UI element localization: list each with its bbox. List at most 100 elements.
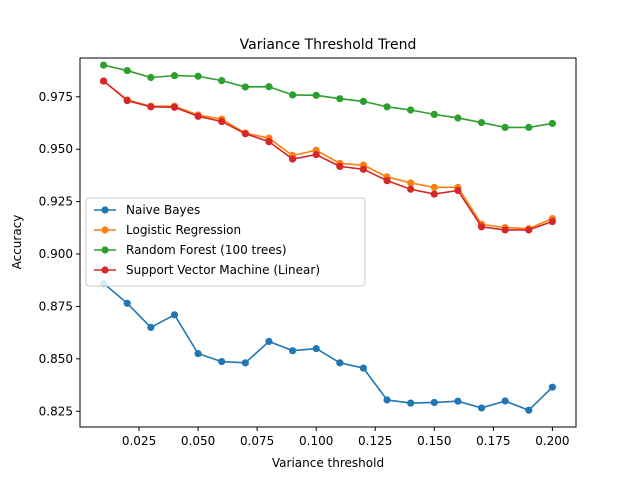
- data-point: [548, 383, 556, 391]
- legend-item: Logistic Regression: [94, 223, 241, 237]
- data-point: [147, 73, 155, 82]
- legend-label: Logistic Regression: [126, 223, 241, 237]
- x-tick-label: 0.150: [417, 434, 451, 448]
- data-point: [170, 72, 179, 80]
- data-point: [454, 186, 462, 195]
- data-point: [548, 217, 556, 226]
- legend-item: Naive Bayes: [94, 203, 200, 217]
- data-point: [265, 337, 273, 346]
- y-tick-label: 0.925: [39, 195, 73, 209]
- legend-marker: [101, 226, 109, 234]
- data-point: [407, 106, 415, 114]
- x-tick-label: 0.025: [122, 434, 156, 448]
- series-line: [103, 282, 553, 412]
- data-point: [288, 155, 297, 163]
- y-axis-label: Accuracy: [10, 215, 24, 270]
- data-point: [430, 183, 438, 191]
- data-point: [170, 311, 179, 319]
- data-point: [218, 117, 226, 126]
- series-line: [103, 80, 553, 231]
- data-point: [288, 347, 297, 355]
- data-point: [359, 364, 368, 372]
- legend-marker: [101, 266, 109, 274]
- data-point: [383, 396, 391, 404]
- legend-label: Support Vector Machine (Linear): [126, 263, 320, 277]
- y-tick-label: 0.825: [39, 404, 73, 418]
- y-axis: 0.825 0.850 0.875 0.900 0.925 0.950 0.975: [39, 90, 80, 418]
- data-point: [170, 103, 179, 111]
- data-point: [265, 83, 273, 91]
- data-point: [407, 179, 415, 187]
- data-point: [194, 350, 202, 358]
- data-point: [454, 397, 462, 405]
- data-point: [100, 77, 108, 85]
- legend-item: Support Vector Machine (Linear): [94, 263, 320, 277]
- data-point: [312, 344, 320, 353]
- data-point: [241, 83, 249, 91]
- data-point: [383, 103, 391, 111]
- data-point: [336, 95, 344, 103]
- x-tick-label: 0.200: [535, 434, 569, 448]
- data-point: [430, 110, 438, 118]
- data-point: [241, 130, 249, 138]
- legend: Naive Bayes Logistic Regression Random For…: [85, 197, 366, 287]
- data-point: [407, 185, 415, 193]
- data-point: [147, 323, 155, 332]
- x-tick-label: 0.075: [240, 434, 274, 448]
- legend-item: Random Forest (100 trees): [94, 243, 287, 257]
- series-2: [100, 61, 556, 131]
- data-point: [100, 61, 108, 69]
- legend-label: Random Forest (100 trees): [126, 243, 287, 257]
- data-point: [336, 162, 344, 170]
- data-point: [359, 97, 368, 105]
- data-point: [430, 190, 438, 198]
- data-point: [525, 123, 533, 131]
- y-tick-label: 0.975: [39, 90, 73, 104]
- data-point: [147, 103, 155, 111]
- series-line: [103, 80, 553, 230]
- y-tick-label: 0.850: [39, 352, 73, 366]
- data-point: [548, 119, 556, 128]
- data-point: [430, 398, 438, 407]
- y-tick-label: 0.950: [39, 142, 73, 156]
- data-point: [407, 399, 415, 407]
- x-tick-label: 0.125: [358, 434, 392, 448]
- data-point: [336, 359, 344, 367]
- legend-label: Naive Bayes: [126, 203, 200, 217]
- data-point: [312, 151, 320, 159]
- chart-title: Variance Threshold Trend: [240, 37, 417, 53]
- series-line: [103, 64, 553, 129]
- legend-marker: [101, 206, 109, 214]
- plot-area: [100, 61, 556, 414]
- data-point: [265, 138, 273, 146]
- data-point: [194, 112, 202, 120]
- data-point: [454, 114, 462, 122]
- x-tick-label: 0.050: [181, 434, 215, 448]
- axes-frame: [79, 57, 577, 428]
- data-point: [501, 397, 509, 405]
- x-tick-label: 0.100: [299, 434, 333, 448]
- data-point: [525, 226, 533, 234]
- data-point: [194, 72, 202, 80]
- legend-box: [85, 197, 366, 287]
- x-axis: 0.025 0.050 0.075 0.100 0.125 0.150 0.175 0.200: [122, 427, 570, 448]
- x-tick-label: 0.175: [476, 434, 510, 448]
- data-point: [383, 177, 391, 185]
- data-point: [501, 123, 509, 131]
- legend-marker: [101, 246, 109, 254]
- data-point: [477, 118, 486, 127]
- data-point: [288, 91, 297, 99]
- data-point: [312, 91, 320, 99]
- y-tick-label: 0.875: [39, 299, 73, 313]
- data-point: [218, 357, 226, 366]
- data-point: [501, 226, 509, 234]
- data-point: [123, 299, 131, 307]
- data-point: [359, 165, 368, 173]
- data-point: [525, 406, 533, 414]
- data-point: [241, 359, 249, 367]
- series-3: [100, 77, 556, 234]
- data-point: [123, 66, 131, 75]
- data-point: [477, 404, 486, 412]
- data-point: [123, 96, 131, 105]
